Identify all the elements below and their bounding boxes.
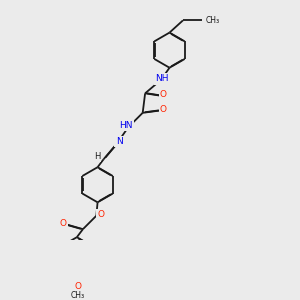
Text: N: N: [116, 137, 122, 146]
Text: O: O: [160, 90, 167, 99]
Text: CH₃: CH₃: [71, 292, 85, 300]
Text: CH₃: CH₃: [206, 16, 220, 25]
Text: O: O: [59, 219, 66, 228]
Text: H: H: [94, 152, 100, 161]
Text: NH: NH: [155, 74, 169, 83]
Text: HN: HN: [119, 121, 133, 130]
Text: O: O: [98, 210, 105, 219]
Text: O: O: [75, 282, 82, 291]
Text: O: O: [160, 105, 167, 114]
